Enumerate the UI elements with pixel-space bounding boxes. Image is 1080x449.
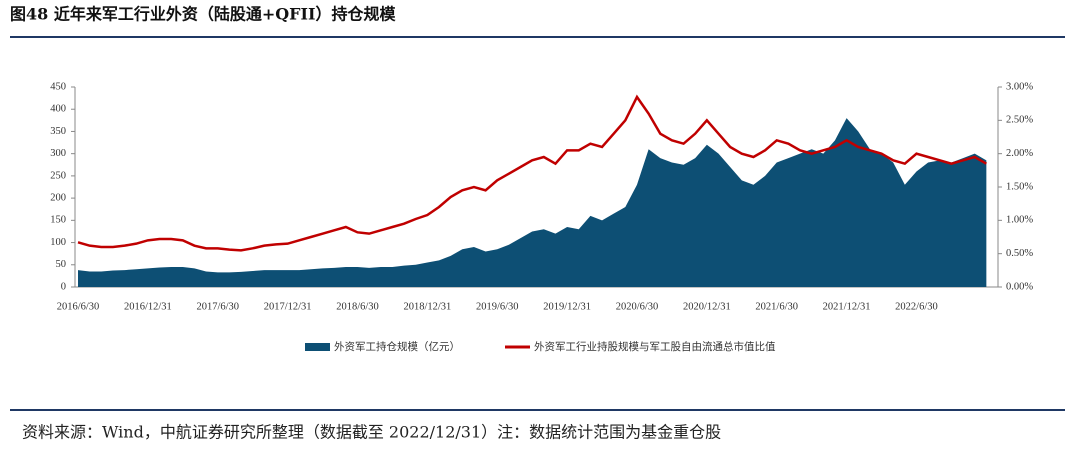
y2-tick-label: 1.00% [1006,215,1033,226]
x-tick-label: 2018/6/30 [336,301,379,312]
y-tick-label: 150 [50,215,66,226]
source-rule [10,409,1065,411]
legend-swatch [305,343,330,351]
y2-tick-label: 3.00% [1006,81,1033,92]
x-tick-label: 2022/6/30 [895,301,938,312]
y2-tick-label: 0.00% [1006,281,1033,292]
y-tick-label: 250 [50,170,66,181]
y2-tick-label: 1.50% [1006,181,1033,192]
chart-title: 图48 近年来军工行业外资（陆股通+QFII）持仓规模 [10,5,397,24]
x-tick-label: 2017/12/31 [264,301,312,312]
y-tick-label: 0 [61,281,66,292]
y-tick-label: 450 [50,81,66,92]
x-tick-label: 2021/6/30 [755,301,798,312]
y-tick-label: 200 [50,193,66,204]
y2-tick-label: 2.00% [1006,148,1033,159]
y-tick-label: 350 [50,126,66,137]
title-rule [10,36,1065,38]
legend-label: 外资军工行业持股规模与军工股自由流通总市值比值 [534,340,776,353]
x-tick-label: 2018/12/31 [403,301,451,312]
x-tick-label: 2019/12/31 [543,301,591,312]
holding-area [78,118,987,287]
x-tick-label: 2021/12/31 [823,301,871,312]
x-tick-label: 2020/6/30 [616,301,659,312]
x-tick-label: 2016/6/30 [57,301,100,312]
ratio-line [77,94,987,252]
y-tick-label: 100 [50,237,66,248]
y-tick-label: 300 [50,148,66,159]
y-tick-label: 50 [56,259,67,270]
x-tick-label: 2016/12/31 [124,301,172,312]
y-tick-label: 400 [50,104,66,115]
x-tick-label: 2019/6/30 [476,301,519,312]
source: 资料来源：Wind，中航证券研究所整理（数据截至 2022/12/31）注：数据… [22,423,721,442]
y2-tick-label: 2.50% [1006,115,1033,126]
x-tick-label: 2017/6/30 [196,301,239,312]
y2-tick-label: 0.50% [1006,248,1033,259]
legend-label: 外资军工持仓规模（亿元） [334,340,460,353]
x-tick-label: 2020/12/31 [683,301,731,312]
